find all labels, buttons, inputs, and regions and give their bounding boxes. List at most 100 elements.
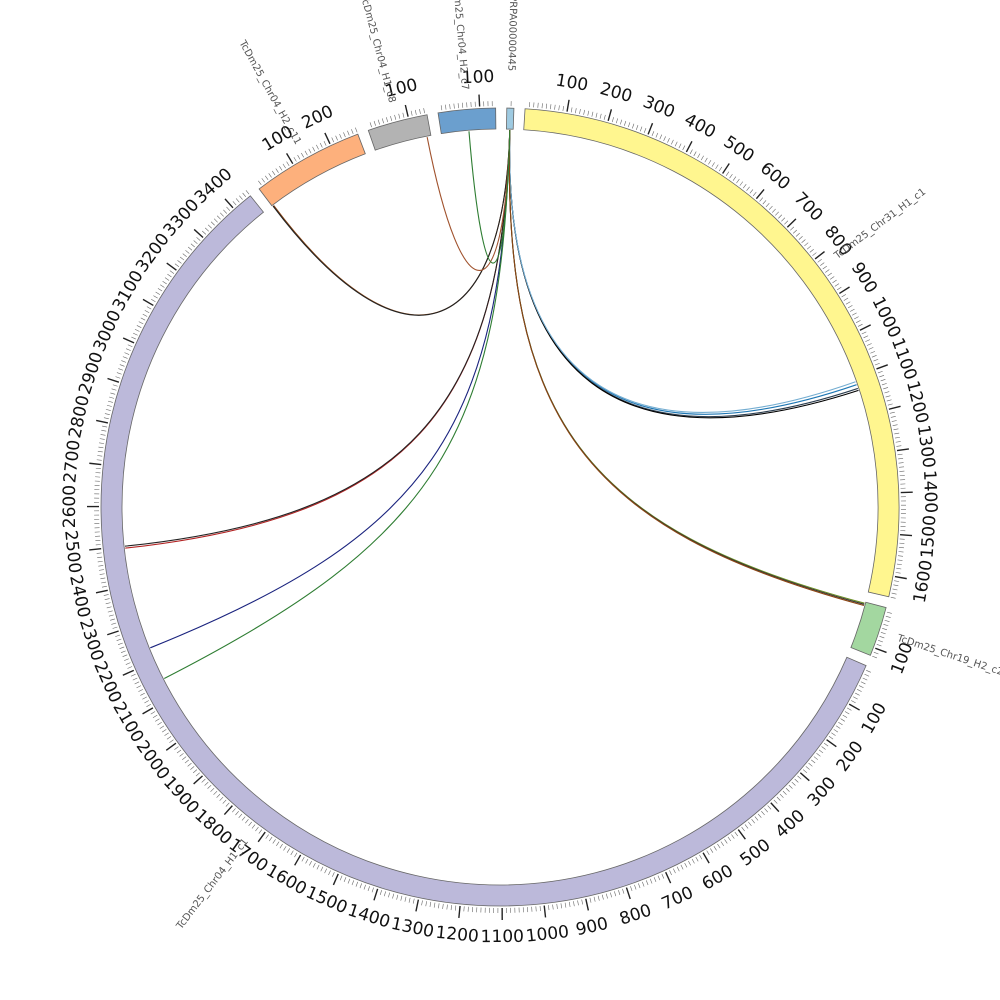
minor-tick	[855, 692, 860, 696]
minor-tick	[331, 137, 335, 143]
minor-tick	[421, 900, 423, 906]
minor-tick	[897, 453, 903, 456]
minor-tick	[713, 846, 717, 851]
minor-tick	[276, 841, 280, 846]
major-tick	[142, 298, 154, 307]
minor-tick	[269, 836, 273, 842]
minor-tick	[812, 252, 817, 256]
minor-tick	[811, 759, 816, 764]
minor-tick	[146, 306, 152, 310]
minor-tick	[108, 614, 114, 617]
minor-tick	[142, 313, 148, 317]
minor-tick	[453, 103, 455, 109]
major-tick	[415, 899, 420, 912]
minor-tick	[138, 321, 144, 325]
minor-tick	[268, 173, 272, 178]
minor-tick	[663, 136, 666, 142]
minor-tick	[861, 331, 867, 335]
minor-tick	[593, 896, 596, 902]
minor-tick	[605, 893, 608, 899]
minor-tick	[144, 700, 149, 704]
minor-tick	[127, 666, 133, 669]
minor-tick	[842, 714, 848, 718]
minor-tick	[896, 563, 902, 566]
minor-tick	[202, 230, 207, 235]
minor-tick	[642, 881, 645, 887]
minor-tick	[419, 109, 421, 115]
major-tick	[224, 198, 234, 209]
minor-tick	[232, 201, 237, 206]
segment-tcdm25-chr04-h2-c7	[437, 107, 497, 135]
minor-tick	[545, 103, 548, 109]
minor-tick	[639, 126, 643, 132]
minor-tick	[688, 860, 691, 866]
minor-tick	[892, 588, 898, 591]
minor-tick	[684, 862, 688, 868]
minor-tick	[343, 877, 347, 882]
tick-label: 300	[640, 92, 678, 123]
minor-tick	[895, 572, 901, 574]
minor-tick	[433, 902, 436, 908]
tick-label: 900	[847, 259, 881, 297]
minor-tick	[884, 391, 890, 394]
ticks-layer	[86, 94, 913, 920]
minor-tick	[98, 565, 104, 567]
minor-tick	[110, 392, 116, 395]
minor-tick	[880, 379, 886, 382]
major-tick	[899, 534, 913, 537]
minor-tick	[797, 775, 802, 780]
minor-tick	[119, 364, 125, 367]
minor-tick	[678, 143, 682, 149]
minor-tick	[614, 891, 617, 897]
minor-tick	[446, 904, 448, 910]
minor-tick	[879, 375, 885, 378]
minor-tick	[116, 638, 122, 641]
minor-tick	[155, 291, 161, 295]
minor-tick	[323, 141, 327, 146]
minor-tick	[898, 462, 904, 464]
minor-tick	[425, 901, 427, 907]
minor-tick	[187, 246, 193, 251]
minor-tick	[110, 618, 116, 621]
minor-tick	[865, 339, 871, 342]
minor-tick	[880, 632, 886, 635]
minor-tick	[886, 611, 892, 614]
minor-tick	[682, 145, 686, 151]
major-tick	[122, 669, 135, 676]
minor-tick	[674, 141, 678, 147]
minor-tick	[457, 103, 459, 109]
minor-tick	[210, 221, 215, 226]
tick-label: 2600	[60, 485, 80, 528]
minor-tick	[272, 839, 276, 844]
links-layer	[124, 130, 865, 679]
minor-tick	[152, 714, 158, 718]
minor-tick	[283, 846, 287, 851]
minor-tick	[347, 878, 351, 884]
minor-tick	[162, 280, 167, 285]
segment-tcdm25-chr04-h2-c11	[258, 133, 366, 207]
minor-tick	[339, 875, 343, 881]
minor-tick	[207, 224, 212, 229]
minor-tick	[857, 323, 863, 327]
minor-tick	[741, 826, 745, 832]
minor-tick	[568, 901, 571, 907]
major-tick	[166, 262, 177, 271]
minor-tick	[150, 711, 156, 715]
minor-tick	[829, 276, 835, 280]
minor-tick	[235, 811, 239, 816]
minor-tick	[653, 877, 657, 882]
minor-tick	[335, 135, 338, 141]
minor-tick	[832, 279, 837, 284]
minor-tick	[204, 781, 209, 786]
minor-tick	[739, 181, 744, 186]
minor-tick	[876, 644, 882, 647]
minor-tick	[884, 619, 890, 622]
minor-tick	[878, 640, 884, 643]
minor-tick	[118, 368, 124, 371]
minor-tick	[125, 662, 131, 665]
major-tick	[285, 153, 294, 165]
minor-tick	[708, 159, 712, 165]
minor-tick	[635, 125, 639, 130]
minor-tick	[873, 358, 879, 362]
major-tick	[814, 251, 825, 260]
